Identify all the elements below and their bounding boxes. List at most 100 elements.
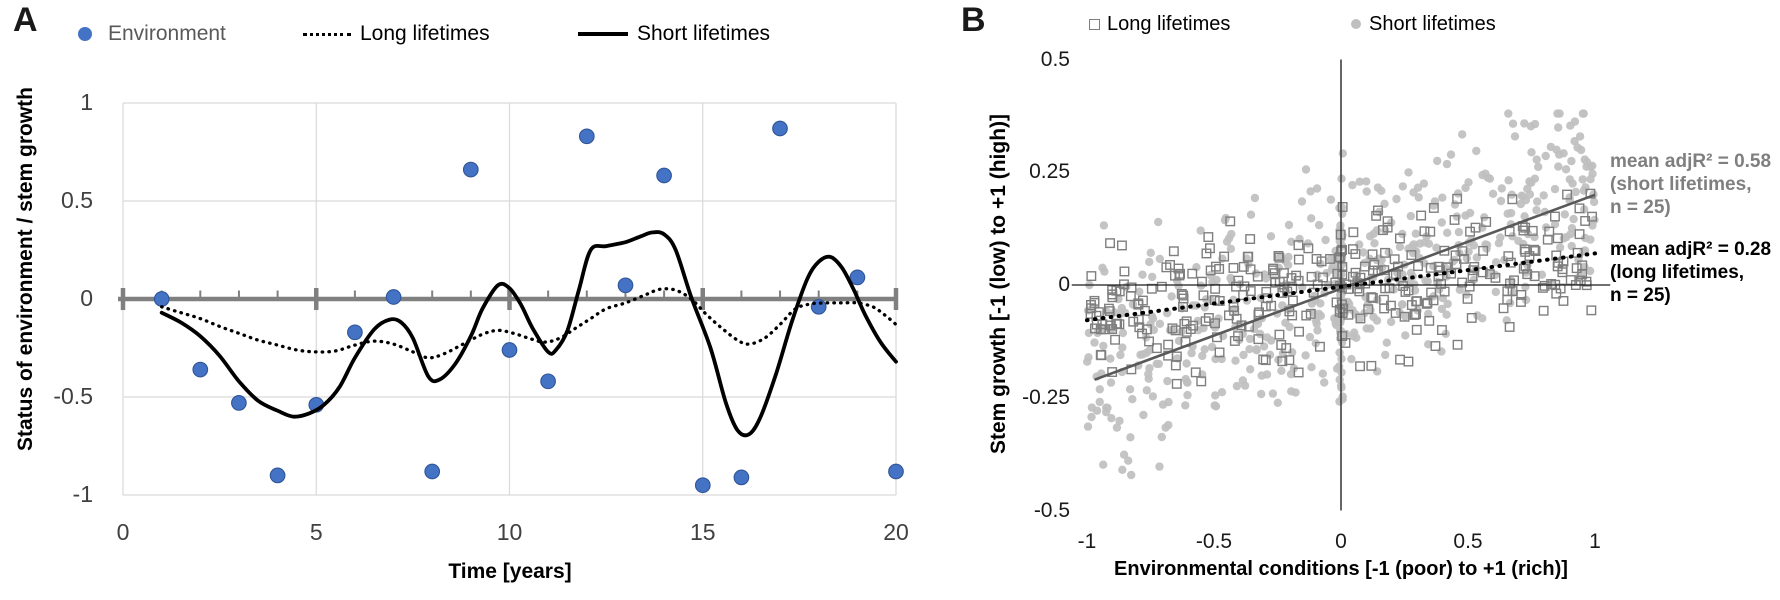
short-lifetimes-point: [1227, 229, 1236, 239]
long-lifetimes-point: [1125, 291, 1136, 302]
short-lifetimes-point: [1207, 342, 1217, 352]
short-lifetimes-point: [1508, 119, 1518, 128]
long-lifetimes-point: [1238, 290, 1249, 301]
short-lifetimes-point: [1246, 210, 1256, 219]
environment-point: [153, 291, 170, 307]
long-lifetimes-trendline: [1085, 251, 1597, 323]
annotation-line: mean adjR² = 0.58: [1610, 151, 1772, 172]
long-lifetimes-point: [1505, 278, 1516, 289]
tick-label: 0.25: [1029, 160, 1070, 184]
short-lifetimes-point: [1582, 162, 1591, 171]
short-lifetimes-point: [1128, 300, 1138, 309]
short-lifetimes-point: [1392, 194, 1401, 204]
panel-a-x-axis-title: Time [years]: [448, 560, 572, 583]
long-lifetimes-point: [1198, 290, 1209, 301]
short-lifetimes-point: [1083, 357, 1092, 366]
short-lifetimes-point: [1285, 322, 1294, 332]
short-lifetimes-point: [1196, 226, 1205, 235]
long-lifetimes-point: [1464, 281, 1475, 292]
short-lifetimes-point: [1462, 254, 1472, 263]
short-lifetimes-point: [1541, 151, 1550, 161]
long-lifetimes-point: [1318, 272, 1329, 283]
long-lifetimes-point: [1086, 303, 1097, 314]
short-lifetimes-point: [1337, 203, 1347, 212]
long-lifetimes-point: [1190, 367, 1201, 378]
short-lifetimes-point: [1398, 182, 1408, 191]
long-lifetimes-point: [1546, 279, 1557, 289]
short-lifetimes-point: [1400, 312, 1410, 321]
short-lifetimes-point: [1222, 237, 1232, 246]
short-lifetimes-point: [1262, 370, 1272, 379]
short-lifetimes-point: [1167, 292, 1176, 301]
short-lifetimes-point: [1553, 109, 1562, 118]
long-lifetimes-point: [1502, 286, 1513, 297]
short-lifetimes-point: [1266, 232, 1276, 241]
long-lifetimes-point: [1403, 356, 1414, 367]
short-lifetimes-point: [1381, 350, 1390, 360]
annotation-line: n = 25): [1610, 285, 1671, 306]
long-lifetimes-point: [1293, 254, 1304, 265]
long-lifetimes-point: [1363, 304, 1374, 315]
long-lifetimes-point: [1389, 254, 1400, 265]
short-lifetimes-point: [1338, 149, 1348, 158]
environment-point: [462, 161, 479, 178]
short-lifetimes-point: [1488, 189, 1498, 198]
tick-label: 0: [1058, 273, 1070, 296]
long-lifetimes-point: [1261, 286, 1272, 297]
short-lifetimes-point: [1555, 150, 1564, 159]
long-lifetimes-point: [1225, 216, 1236, 227]
short-lifetimes-point: [1261, 274, 1271, 283]
long-lifetimes-point: [1096, 350, 1107, 361]
short-lifetimes-point: [1491, 287, 1501, 297]
long-lifetimes-point: [1103, 303, 1114, 314]
long-lifetimes-point: [1466, 313, 1477, 323]
short-lifetimes-point: [1107, 414, 1116, 423]
tick-label: 0.5: [1453, 530, 1483, 553]
panel-b-x-axis-title: Environmental conditions [-1 (poor) to +…: [1114, 558, 1568, 580]
short-lifetimes-point: [1163, 376, 1172, 386]
short-lifetimes-point: [1200, 345, 1209, 354]
long-lifetimes-point: [1268, 265, 1279, 276]
long-lifetimes-point: [1128, 316, 1139, 327]
long-lifetimes-point: [1107, 292, 1118, 303]
short-lifetimes-point: [1273, 398, 1283, 407]
long-lifetimes-point: [1119, 266, 1130, 277]
long-lifetimes-point: [1165, 260, 1176, 270]
short-lifetimes-point: [1366, 324, 1375, 333]
long-lifetimes-point: [1203, 232, 1214, 243]
environment-point: [772, 120, 788, 137]
long-lifetimes-point: [1430, 341, 1441, 351]
environment-point: [424, 463, 441, 480]
long-lifetimes-point: [1574, 203, 1585, 214]
short-lifetimes-point: [1578, 109, 1588, 118]
long-lifetimes-point: [1424, 315, 1435, 326]
long-lifetimes-point: [1347, 244, 1358, 255]
tick-label: 0.5: [61, 187, 93, 213]
short-lifetimes-point: [1287, 387, 1296, 396]
long-lifetimes-point: [1428, 202, 1439, 213]
long-lifetimes-point: [1367, 293, 1378, 303]
long-lifetimes-point: [1260, 355, 1271, 366]
short-lifetimes-point: [1338, 392, 1347, 401]
short-lifetimes-point: [1155, 319, 1165, 328]
short-lifetimes-point: [1326, 255, 1335, 264]
short-lifetimes-point: [1301, 165, 1311, 174]
long-lifetimes-point: [1451, 259, 1462, 270]
short-lifetimes-point: [1370, 239, 1379, 248]
long-lifetimes-curve: [160, 287, 898, 360]
long-lifetimes-point: [1266, 300, 1277, 311]
short-lifetimes-point: [1083, 422, 1093, 431]
long-lifetimes-point: [1398, 281, 1409, 291]
environment-point: [888, 463, 904, 480]
short-lifetimes-point: [1424, 340, 1433, 349]
short-lifetimes-point: [1148, 392, 1158, 401]
short-lifetimes-point: [1092, 406, 1102, 415]
long-lifetimes-point: [1394, 233, 1405, 244]
long-lifetimes-point: [1337, 201, 1348, 212]
short-lifetimes-curve: [159, 230, 898, 438]
short-lifetimes-point: [1118, 343, 1127, 352]
environment-point: [347, 324, 363, 341]
short-lifetimes-point: [1398, 300, 1407, 309]
long-lifetimes-point: [1219, 251, 1230, 262]
short-lifetimes-point: [1327, 265, 1337, 274]
